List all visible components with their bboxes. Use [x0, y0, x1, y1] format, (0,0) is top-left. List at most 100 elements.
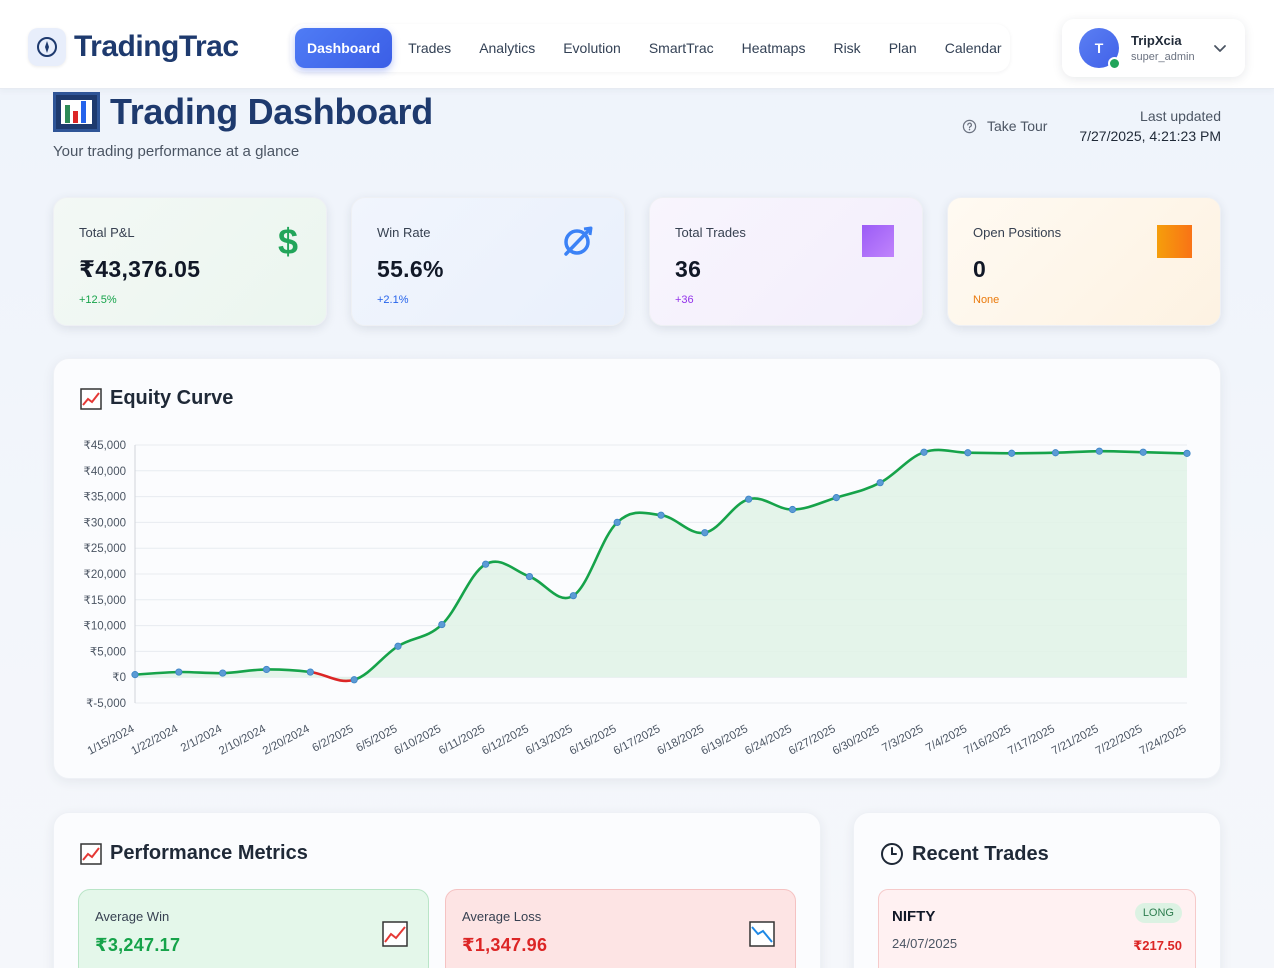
equity-data-point[interactable] [920, 448, 928, 456]
y-tick-label: ₹20,000 [84, 569, 127, 581]
recent-trade-item[interactable]: NIFTY 24/07/2025 LONG ₹217.50 [878, 889, 1196, 968]
logo-icon [28, 28, 66, 66]
nav-item-analytics[interactable]: Analytics [479, 40, 536, 56]
y-tick-label: ₹25,000 [84, 543, 127, 555]
equity-line-segment [352, 644, 400, 682]
avatar: T [1079, 28, 1121, 70]
trade-pnl: ₹217.50 [1133, 938, 1182, 953]
stat-card-total-pnl[interactable]: Total P&L ₹43,376.05 +12.5% $ [53, 197, 327, 326]
nav-item-trades[interactable]: Trades [408, 40, 452, 56]
equity-data-point[interactable] [788, 505, 797, 514]
equity-line-segment [484, 560, 531, 578]
equity-data-point[interactable] [1008, 449, 1016, 457]
equity-data-point[interactable] [525, 572, 534, 581]
average-win-label: Average Win [95, 909, 170, 924]
equity-line-segment [1054, 449, 1101, 454]
nav-item-dashboard[interactable]: Dashboard [295, 28, 393, 68]
brand-name: TradingTrac [74, 30, 239, 63]
take-tour-label: Take Tour [987, 118, 1048, 134]
equity-data-point[interactable] [438, 620, 446, 629]
app-header: TradingTrac Dashboard Trades Analytics E… [0, 0, 1274, 89]
avatar-initial: T [1094, 40, 1104, 56]
equity-data-point[interactable] [569, 592, 577, 600]
brand[interactable]: TradingTrac [28, 28, 239, 66]
average-loss-value: ₹1,347.96 [462, 935, 548, 955]
equity-data-point[interactable] [613, 518, 621, 526]
equity-line-segment [1010, 451, 1057, 455]
equity-data-point[interactable] [1183, 449, 1191, 457]
equity-data-point[interactable] [394, 642, 402, 650]
equity-data-point[interactable] [131, 671, 139, 679]
stat-label: Open Positions [973, 225, 1062, 240]
stat-label: Total P&L [79, 225, 135, 240]
stat-value: 55.6% [377, 256, 444, 282]
x-tick-label: 7/16/2025 [962, 723, 1013, 758]
equity-line-segment [309, 670, 356, 683]
page-title: Trading Dashboard [110, 91, 433, 132]
stat-card-total-trades[interactable]: Total Trades 36 +36 [649, 197, 923, 326]
equity-data-point[interactable] [876, 479, 884, 487]
nav-item-evolution[interactable]: Evolution [563, 40, 621, 56]
stat-change: +36 [675, 294, 694, 306]
equity-data-point[interactable] [657, 511, 665, 519]
performance-metrics-header: Performance Metrics [80, 842, 308, 865]
equity-data-point[interactable] [745, 495, 753, 503]
x-tick-label: 6/10/2025 [392, 723, 443, 758]
user-menu[interactable]: T TripXcia super_admin [1062, 19, 1245, 77]
stat-label: Win Rate [377, 225, 431, 240]
equity-line-segment [966, 451, 1013, 455]
equity-line-segment [615, 511, 663, 524]
equity-data-point[interactable] [350, 676, 358, 684]
equity-line-segment [878, 450, 926, 484]
main-nav: Dashboard Trades Analytics Evolution Sma… [290, 24, 1010, 72]
stat-card-open-positions[interactable]: Open Positions 0 None [947, 197, 1221, 326]
average-loss-label: Average Loss [462, 909, 542, 924]
y-tick-label: ₹45,000 [84, 440, 127, 452]
nav-item-calendar[interactable]: Calendar [944, 40, 1002, 56]
nav-item-heatmaps[interactable]: Heatmaps [741, 40, 806, 56]
orange-square-icon [1157, 225, 1192, 258]
equity-line-segment [177, 670, 224, 675]
nav-item-risk[interactable]: Risk [833, 40, 861, 56]
equity-line-segment [659, 513, 707, 535]
equity-data-point[interactable] [701, 529, 709, 537]
equity-data-point[interactable] [482, 560, 490, 568]
equity-data-point[interactable] [175, 668, 183, 676]
equity-line-segment [528, 575, 575, 600]
equity-data-point[interactable] [964, 449, 972, 457]
equity-line-segment [572, 521, 619, 597]
equity-chart[interactable]: ₹-5,000 ₹0 ₹5,000 ₹10,000 ₹15,000 ₹20,000 ₹25,… [54, 359, 1222, 780]
dollar-icon: $ [276, 221, 300, 264]
x-tick-label: 7/21/2025 [1050, 723, 1101, 758]
equity-data-point[interactable] [219, 669, 227, 677]
chart-increasing-icon [80, 387, 102, 410]
trade-symbol: NIFTY [892, 908, 936, 925]
stat-card-win-rate[interactable]: Win Rate 55.6% +2.1% [351, 197, 625, 326]
x-tick-label: 6/12/2025 [480, 723, 531, 758]
equity-data-point[interactable] [262, 665, 271, 674]
chevron-down-icon[interactable] [1213, 41, 1227, 59]
page-heading: Trading Dashboard [53, 91, 433, 133]
x-tick-label: 6/11/2025 [437, 723, 487, 757]
chart-decreasing-icon [749, 921, 775, 952]
stat-value: ₹43,376.05 [79, 256, 201, 282]
y-tick-label: ₹-5,000 [86, 698, 126, 710]
equity-line-segment [265, 668, 312, 674]
page-subtitle: Your trading performance at a glance [53, 143, 300, 160]
recent-trades-title: Recent Trades [912, 842, 1049, 865]
equity-data-point[interactable] [1095, 447, 1103, 455]
performance-metrics-title: Performance Metrics [110, 842, 308, 864]
nav-item-smarttrac[interactable]: SmartTrac [648, 40, 714, 56]
equity-data-point[interactable] [1051, 449, 1060, 457]
bar-chart-icon [53, 92, 100, 132]
equity-data-point[interactable] [306, 668, 314, 676]
x-tick-label: 2/10/2024 [217, 723, 268, 758]
equity-data-point[interactable] [1139, 448, 1147, 456]
x-tick-label: 6/30/2025 [831, 723, 882, 758]
take-tour-button[interactable]: Take Tour [962, 118, 1047, 134]
nav-item-plan[interactable]: Plan [888, 40, 917, 56]
y-tick-label: ₹30,000 [84, 517, 127, 529]
x-tick-label: 7/24/2025 [1138, 723, 1189, 758]
equity-data-point[interactable] [832, 494, 840, 502]
equity-line-segment [440, 562, 487, 626]
